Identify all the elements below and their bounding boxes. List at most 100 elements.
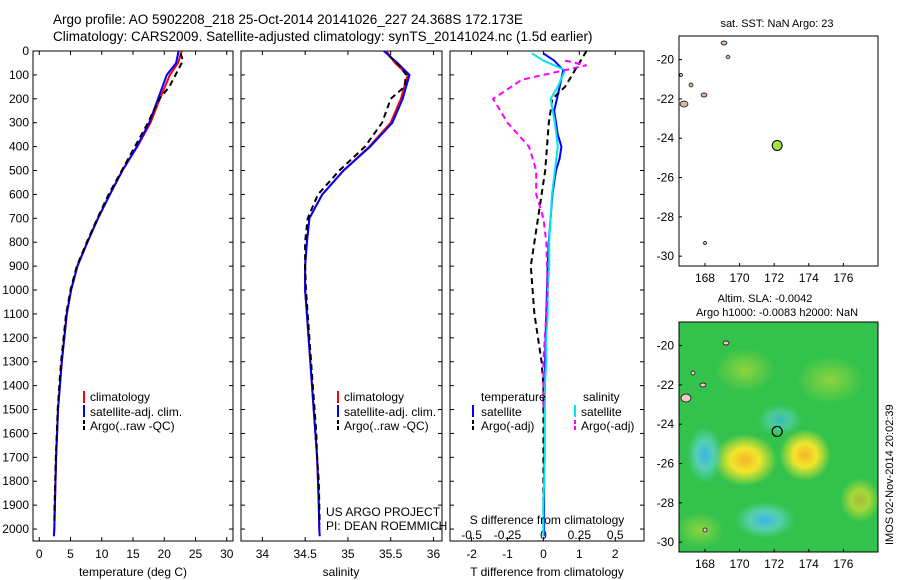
salinity-x-axis: 34 34.5 35 35.5 36	[256, 51, 441, 561]
map-y-tick-label: -24	[657, 131, 675, 145]
depth-tick-label: 400	[9, 140, 29, 154]
island	[722, 340, 730, 346]
argo-float-marker	[771, 425, 783, 438]
sst-map-islands	[679, 40, 731, 245]
depth-tick-label: 100	[9, 68, 29, 82]
depth-tick-label: 1900	[2, 498, 29, 512]
island	[703, 241, 707, 245]
s-diff-tick-label: 0.25	[568, 528, 592, 542]
series-line-satellite-adj-clim-	[52, 51, 180, 537]
depth-tick-label: 1400	[2, 379, 29, 393]
series-line-temperature-satellite	[542, 52, 565, 537]
salinity-legend: climatology satellite-adj. clim. Argo(..…	[337, 390, 436, 433]
series-line-argo-raw-qc-	[53, 53, 185, 525]
temperature-series	[52, 51, 185, 537]
legend-header-salinity: salinity	[583, 390, 620, 404]
map-x-tick-label: 170	[730, 271, 750, 285]
legend-label-s-argo: Argo(-adj)	[581, 419, 634, 433]
island	[700, 92, 708, 98]
salinity-series	[304, 51, 411, 537]
salinity-xlabel: salinity	[323, 565, 360, 579]
legend-label-climatology: climatology	[344, 390, 404, 404]
map-y-tick-label: -26	[657, 171, 675, 185]
island	[690, 370, 696, 376]
island	[679, 100, 689, 108]
island	[702, 527, 708, 533]
series-line-salinity-argo-adj-	[491, 59, 587, 410]
figure-title-line-2: Climatology: CARS2009. Satellite-adjuste…	[53, 29, 593, 44]
sla-map-frame	[678, 321, 879, 553]
x-tick-label: 10	[95, 547, 109, 561]
depth-tick-label: 1000	[2, 283, 29, 297]
sla-map-title-1: Altim. SLA: -0.0042	[718, 293, 813, 305]
s-diff-tick-label: -0.25	[494, 528, 522, 542]
difference-x-axis: -2 -1 0 1 2-0.5 -0.25 0 0.25 0.5	[461, 51, 624, 561]
depth-tick-label: 1800	[2, 474, 29, 488]
project-note-line-2: PI: DEAN ROEMMICH	[326, 519, 447, 533]
legend-label-t-argo: Argo(-adj)	[481, 419, 534, 433]
depth-tick-label: 500	[9, 164, 29, 178]
depth-tick-label: 600	[9, 187, 29, 201]
map-y-tick-label: -20	[657, 339, 675, 353]
x-tick-label: 36	[427, 547, 441, 561]
temperature-legend: climatology satellite-adj. clim. Argo(..…	[83, 390, 182, 433]
x-tick-label: 35.5	[379, 547, 403, 561]
island	[720, 40, 728, 46]
depth-tick-label: 1700	[2, 450, 29, 464]
temperature-plot-frame	[32, 50, 234, 542]
island	[688, 82, 694, 88]
x-tick-label: 34	[256, 547, 270, 561]
x-tick-label: -2	[466, 547, 477, 561]
depth-tick-label: 1500	[2, 403, 29, 417]
depth-tick-label: 700	[9, 211, 29, 225]
difference-xlabel-s: S difference from climatology	[470, 513, 625, 527]
salinity-plot-frame	[240, 50, 443, 542]
legend-label-argo: Argo(..raw -QC)	[90, 419, 175, 433]
island	[680, 393, 692, 403]
sla-map-axes: 168 170 172 174 176 -20 -22 -24 -26 -28 -30	[657, 339, 854, 571]
series-line-climatology	[52, 51, 183, 537]
depth-tick-label: 300	[9, 116, 29, 130]
depth-tick-label: 800	[9, 235, 29, 249]
legend-label-argo: Argo(..raw -QC)	[344, 419, 429, 433]
sst-map-axes: 168 170 172 174 176 -20 -22 -24 -26 -28 -30	[657, 53, 854, 285]
figure-title-line-1: Argo profile: AO 5902208_218 25-Oct-2014…	[53, 12, 523, 27]
map-y-tick-label: -28	[657, 496, 675, 510]
island	[679, 73, 683, 77]
map-y-tick-label: -22	[657, 378, 675, 392]
x-tick-label: -1	[502, 547, 513, 561]
depth-tick-label: 900	[9, 259, 29, 273]
island	[725, 55, 731, 59]
map-x-tick-label: 172	[764, 271, 784, 285]
sla-heatmap	[679, 322, 878, 552]
x-tick-label: 20	[158, 547, 172, 561]
s-diff-tick-label: 0.5	[607, 528, 624, 542]
map-x-tick-label: 176	[833, 271, 853, 285]
series-line-satellite-adj-clim-	[304, 51, 411, 537]
difference-xlabel-t: T difference from climatology	[470, 565, 624, 579]
difference-legend: temperature salinity satellite Argo(-adj…	[472, 390, 634, 433]
map-y-tick-label: -30	[657, 249, 675, 263]
legend-label-satellite: satellite-adj. clim.	[90, 405, 182, 419]
map-x-tick-label: 172	[764, 557, 784, 571]
sla-map-title-2: Argo h1000: -0.0083 h2000: NaN	[696, 307, 858, 319]
sst-map-frame	[678, 35, 879, 267]
x-tick-label: 5	[67, 547, 74, 561]
temperature-x-axis: 0 5 10 15 20 25 30	[36, 51, 234, 561]
map-y-tick-label: -20	[657, 53, 675, 67]
map-y-tick-label: -28	[657, 210, 675, 224]
x-tick-label: 2	[612, 547, 619, 561]
map-y-tick-label: -24	[657, 417, 675, 431]
map-x-tick-label: 170	[730, 557, 750, 571]
x-tick-label: 35	[341, 547, 355, 561]
x-tick-label: 0	[36, 547, 43, 561]
legend-label-s-satellite: satellite	[581, 405, 622, 419]
depth-tick-label: 200	[9, 92, 29, 106]
temperature-xlabel: temperature (deg C)	[79, 565, 187, 579]
difference-series	[491, 51, 588, 537]
map-y-tick-label: -30	[657, 535, 675, 549]
map-x-tick-label: 168	[695, 271, 715, 285]
map-x-tick-label: 168	[695, 557, 715, 571]
depth-tick-label: 0	[22, 44, 29, 58]
